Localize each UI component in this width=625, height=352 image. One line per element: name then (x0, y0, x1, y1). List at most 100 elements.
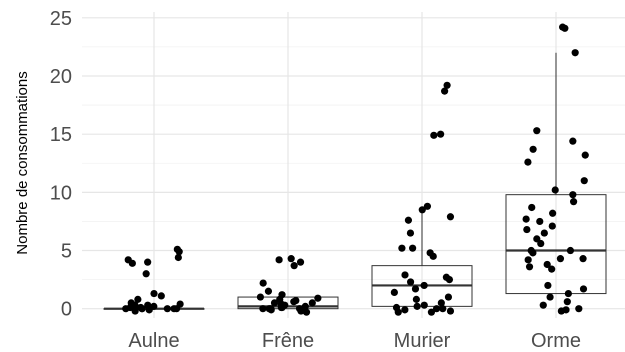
data-point (275, 256, 283, 264)
box-Frêne (237, 296, 339, 310)
data-point (441, 87, 449, 95)
data-point (528, 203, 536, 212)
y-tick-label: 25 (50, 8, 72, 30)
data-point (437, 299, 445, 307)
data-point (566, 246, 575, 255)
data-point (259, 279, 267, 287)
data-point (443, 81, 451, 89)
y-tick-label: 5 (61, 241, 72, 263)
boxes (103, 52, 607, 310)
data-point (302, 308, 311, 316)
data-point (564, 289, 572, 298)
data-point (539, 301, 547, 309)
data-point (444, 293, 453, 301)
y-axis-ticks: 0 5 10 15 20 25 (50, 8, 72, 321)
data-point (525, 263, 534, 271)
y-tick-label: 10 (50, 182, 72, 204)
data-point (398, 244, 406, 252)
data-point (581, 151, 589, 159)
data-point (301, 302, 309, 310)
data-point (259, 305, 267, 313)
data-point (529, 249, 537, 257)
data-point (556, 255, 565, 263)
data-point (579, 255, 587, 263)
data-point (418, 206, 426, 214)
data-point (287, 255, 295, 263)
data-point (524, 158, 532, 166)
data-point (543, 260, 551, 269)
y-tick-label: 20 (50, 66, 72, 88)
data-point (575, 305, 583, 313)
data-point (264, 287, 273, 295)
data-point (579, 285, 588, 293)
data-point (551, 186, 559, 194)
data-point (138, 305, 146, 313)
data-point (296, 258, 305, 266)
data-point (423, 202, 432, 210)
data-point (523, 225, 531, 234)
y-axis-title: Nombre de consommations (14, 71, 31, 254)
data-point (446, 213, 455, 221)
data-point (131, 307, 139, 315)
data-point (157, 292, 165, 300)
data-point (437, 130, 445, 138)
data-point (256, 293, 265, 301)
data-point (128, 259, 136, 267)
data-point (524, 256, 532, 264)
data-point (394, 308, 402, 316)
data-point (446, 307, 455, 315)
data-point (412, 295, 420, 303)
data-point (445, 276, 454, 284)
data-point (420, 301, 428, 309)
data-point (406, 229, 415, 237)
data-point (439, 305, 447, 313)
data-point (536, 217, 544, 226)
box-Orme (505, 194, 607, 295)
data-point (571, 49, 579, 57)
data-point (580, 177, 588, 185)
data-point (267, 306, 275, 314)
data-point (270, 299, 279, 307)
x-tick-label: Murier (394, 330, 451, 352)
x-tick-label: Aulne (128, 330, 179, 352)
data-point (544, 281, 552, 290)
data-point (290, 298, 298, 306)
data-point (145, 306, 153, 314)
data-point (430, 131, 438, 139)
data-point (290, 262, 298, 270)
data-point (401, 306, 409, 314)
data-point (142, 270, 150, 278)
data-point (548, 265, 556, 273)
data-point (546, 293, 554, 301)
data-point (170, 305, 178, 313)
data-point (404, 216, 413, 224)
data-point (308, 299, 316, 307)
data-point (413, 302, 421, 310)
gridlines (82, 12, 625, 318)
data-point (409, 244, 417, 252)
data-point (569, 198, 578, 206)
data-point (297, 307, 305, 315)
data-point (540, 229, 548, 237)
data-point (122, 305, 130, 313)
data-point (427, 308, 436, 316)
data-point (406, 278, 415, 286)
data-point (557, 307, 565, 315)
x-axis-ticks: Aulne Frêne Murier Orme (128, 330, 581, 352)
data-point (134, 295, 142, 303)
x-tick-label: Frêne (262, 330, 314, 352)
y-tick-label: 15 (50, 124, 72, 146)
data-point (163, 305, 171, 313)
data-point (401, 271, 409, 279)
data-point (277, 303, 285, 312)
data-point (175, 248, 183, 256)
data-point (548, 222, 556, 230)
data-point (429, 252, 437, 260)
data-point (390, 288, 398, 297)
data-point (549, 209, 557, 217)
data-point (432, 305, 441, 313)
data-point (174, 253, 182, 262)
data-point (150, 289, 158, 298)
data-point (569, 191, 577, 199)
